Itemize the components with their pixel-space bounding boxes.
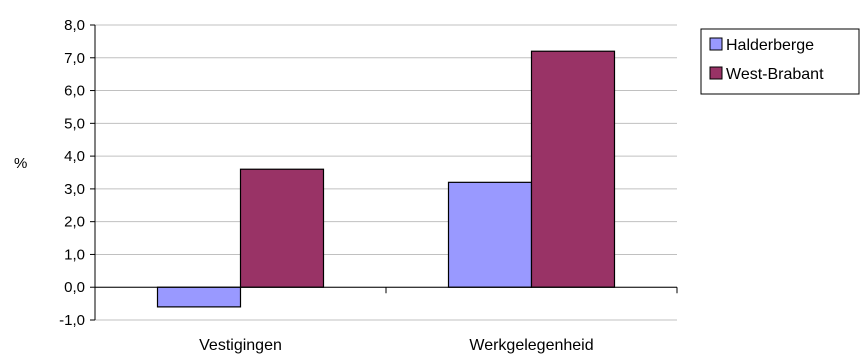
y-tick-labels: 8,0 7,0 6,0 5,0 4,0 3,0 2,0 1,0 0,0 -1,0: [59, 17, 85, 329]
axes: [90, 24, 678, 321]
bar-west-brabant-0: [239, 168, 325, 288]
y-tick-label: 0,0: [64, 279, 85, 296]
y-tick-label: 4,0: [64, 148, 85, 165]
y-tick-label: 1,0: [64, 246, 85, 263]
x-category-label: Vestigingen: [199, 337, 282, 354]
legend-label: West-Brabant: [726, 66, 824, 83]
bars: [156, 50, 616, 308]
y-tick-label: 8,0: [64, 17, 85, 34]
legend-box: [700, 28, 860, 95]
legend-label: Halderberge: [726, 37, 814, 54]
x-category-label: Werkgelegenheid: [469, 337, 593, 354]
bar-halderberge-0: [156, 286, 242, 308]
y-tick-label: 6,0: [64, 83, 85, 100]
y-tick-label: 3,0: [64, 181, 85, 198]
y-tick-label: 2,0: [64, 214, 85, 231]
legend: Halderberge West-Brabant: [700, 28, 860, 95]
y-axis-label: %: [14, 155, 27, 172]
x-category-labels: Vestigingen Werkgelegenheid: [199, 337, 593, 354]
legend-swatch-halderberge: [709, 37, 723, 51]
bar-halderberge-1: [447, 181, 533, 288]
y-tick-label: -1,0: [59, 312, 85, 329]
legend-swatch-west-brabant: [709, 66, 723, 80]
y-tick-label: 7,0: [64, 50, 85, 67]
y-tick-label: 5,0: [64, 115, 85, 132]
bar-west-brabant-1: [530, 50, 616, 288]
